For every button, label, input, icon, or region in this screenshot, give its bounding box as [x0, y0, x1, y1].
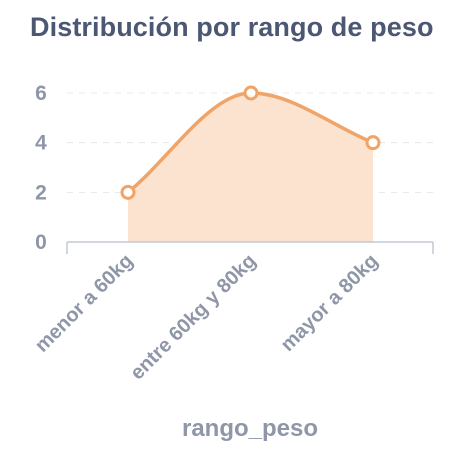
- x-axis: [66, 241, 434, 254]
- x-axis-title: rango_peso: [182, 415, 318, 442]
- x-tick-label-2: entre 60kg y 80kg: [126, 250, 260, 384]
- y-tick-label-2: 2: [35, 181, 47, 204]
- x-tick-label-1: menor a 60kg: [31, 250, 138, 357]
- data-points: [120, 85, 381, 200]
- area-layer: [126, 91, 375, 242]
- data-point-2: [243, 85, 259, 101]
- chart-title: Distribución por rango de peso: [30, 12, 434, 42]
- x-tick-label-3: mayor a 80kg: [277, 250, 383, 356]
- data-point-1: [120, 184, 136, 200]
- y-tick-label-4: 4: [35, 132, 47, 155]
- series-area-fill: [128, 93, 373, 242]
- y-tick-label-6: 6: [35, 82, 47, 105]
- y-axis-ticks: 0 2 4 6: [35, 82, 47, 254]
- y-tick-label-0: 0: [35, 231, 47, 254]
- data-point-3: [365, 135, 381, 151]
